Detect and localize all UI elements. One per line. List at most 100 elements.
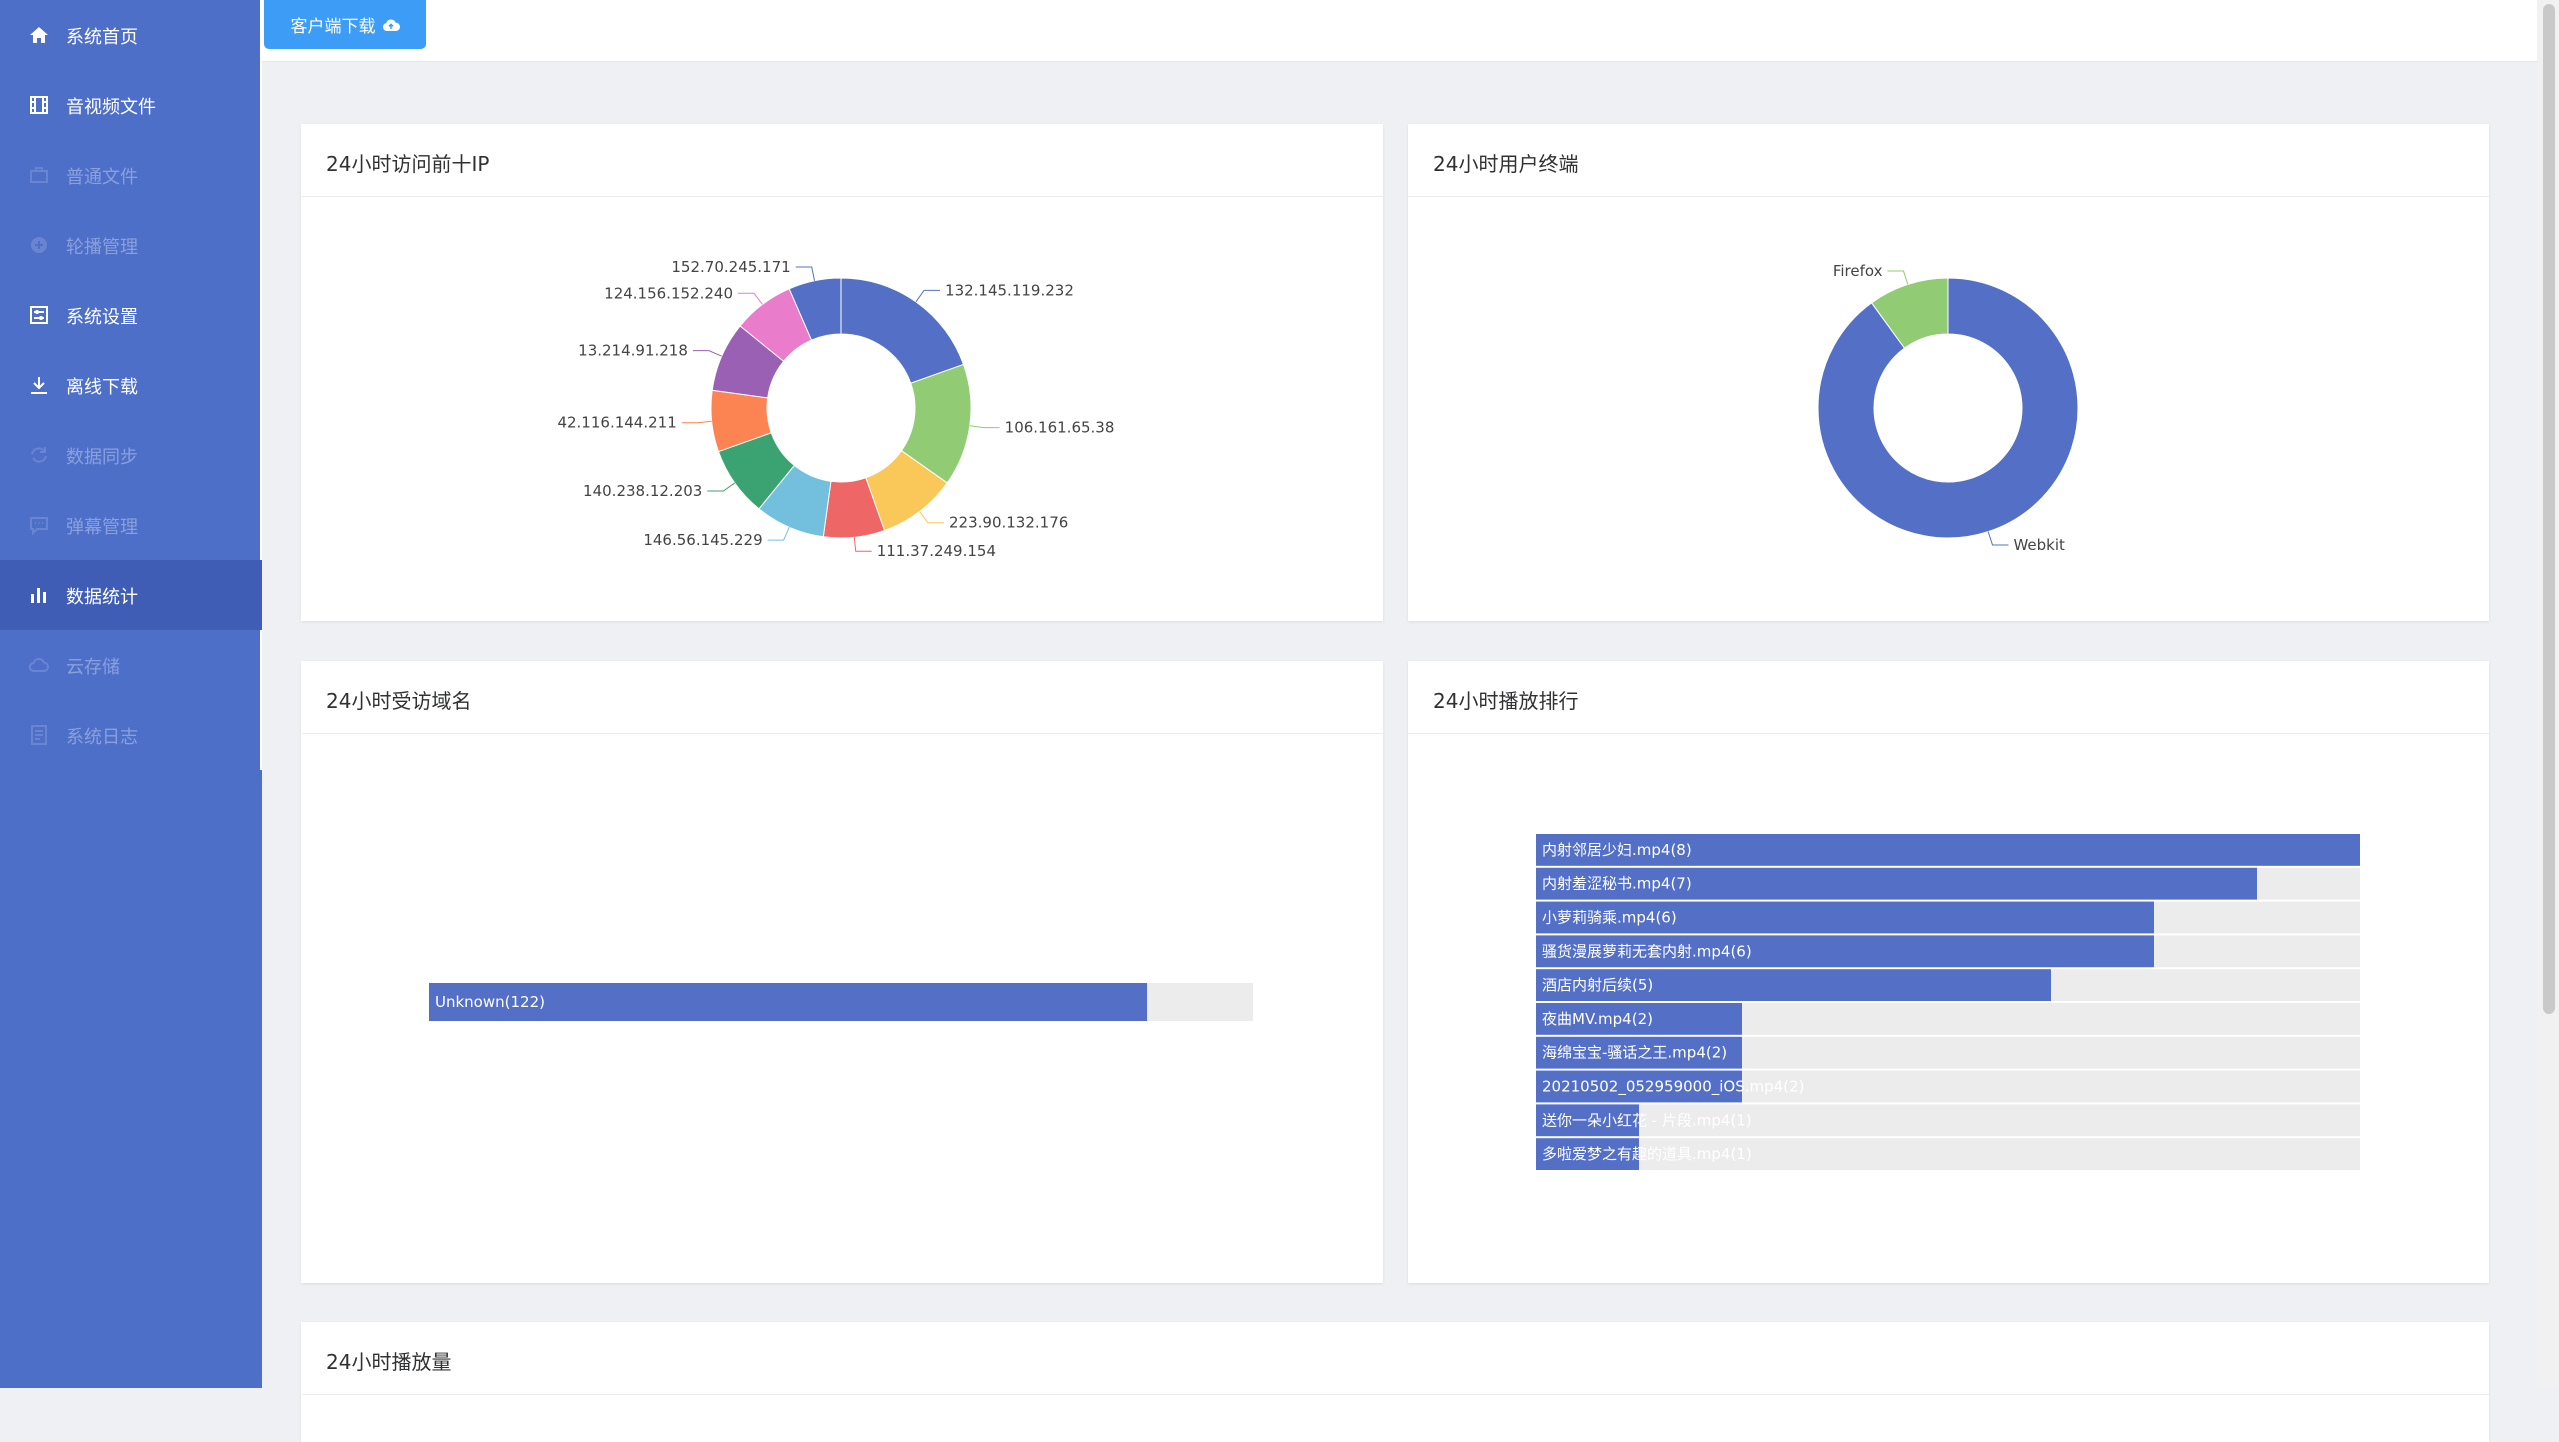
sidebar-item-label: 离线下载: [66, 377, 138, 398]
pie-leader-line: [707, 482, 736, 492]
terminals-card: 24小时用户终端 Webkit Firefox: [1408, 124, 2489, 621]
bar-label: 海绵宝宝-骚话之王.mp4(2): [1542, 1044, 1727, 1062]
sidebar-item-cloud[interactable]: 云存储: [0, 630, 262, 700]
pie-label: Webkit: [2013, 536, 2065, 554]
sidebar-item-home[interactable]: 系统首页: [0, 0, 262, 70]
sidebar: 系统首页音视频文件普通文件轮播管理系统设置离线下载数据同步弹幕管理数据统计云存储…: [0, 0, 262, 1388]
pie-slice[interactable]: [1817, 277, 2079, 539]
pie-label: 140.238.12.203: [583, 482, 702, 500]
sidebar-item-briefcase[interactable]: 普通文件: [0, 140, 262, 210]
card-title: 24小时受访域名: [326, 689, 472, 713]
pie-leader-line: [795, 266, 816, 281]
bar-label: 送你一朵小红花 - 片段.mp4(1): [1542, 1111, 1752, 1129]
terminals-donut-chart: Webkit Firefox: [1817, 262, 2079, 554]
card-title: 24小时访问前十IP: [326, 152, 490, 176]
card-header: 24小时访问前十IP: [301, 124, 1383, 197]
sidebar-item-label: 轮播管理: [66, 237, 138, 258]
bar-label: 20210502_052959000_iOS.mp4(2): [1542, 1078, 1804, 1097]
sidebar-item-label: 系统首页: [66, 27, 138, 48]
card-title: 24小时播放量: [326, 1350, 452, 1374]
card-header: 24小时播放量: [301, 1322, 2489, 1395]
cloud-icon: [28, 658, 49, 672]
sidebar-item-label: 云存储: [66, 657, 120, 678]
pie-label: Firefox: [1833, 262, 1883, 280]
play-rank-bar-chart: 内射邻居少妇.mp4(8) 内射羞涩秘书.mp4(7) 小萝莉骑乘.mp4(6) 骚货…: [1536, 834, 2360, 1170]
page-scrollbar-thumb[interactable]: [2543, 4, 2555, 1014]
bar-label: 酒店内射后续(5): [1542, 976, 1653, 994]
pie-leader-line: [1887, 270, 1909, 285]
card-title: 24小时用户终端: [1433, 152, 1579, 176]
sidebar-item-label: 普通文件: [66, 167, 138, 188]
bar[interactable]: [1536, 867, 2257, 900]
bar[interactable]: [1536, 901, 2154, 934]
bar[interactable]: [1536, 1070, 1742, 1103]
sidebar-item-download[interactable]: 离线下载: [0, 350, 262, 420]
bar[interactable]: [429, 983, 1148, 1021]
briefcase-icon: [30, 167, 48, 183]
bar-label: 内射羞涩秘书.mp4(7): [1542, 875, 1692, 893]
pie-label: 124.156.152.240: [604, 284, 733, 302]
document-icon: [31, 725, 47, 745]
sidebar-item-label: 系统设置: [66, 307, 138, 328]
bar[interactable]: [1536, 935, 2154, 968]
bar-label: Unknown(122): [435, 993, 545, 1011]
sidebar-item-film[interactable]: 音视频文件: [0, 70, 262, 140]
bar[interactable]: [1536, 834, 2360, 866]
plus-circle-icon: [31, 237, 47, 253]
pie-label: 13.214.91.218: [578, 342, 688, 360]
bar[interactable]: [1536, 969, 2051, 1001]
card-header: 24小时播放排行: [1408, 661, 2489, 734]
bar-label: 内射邻居少妇.mp4(8): [1542, 841, 1692, 859]
play-rank-card: 24小时播放排行 内射邻居少妇.mp4(8) 内射羞涩秘书.mp4(7) 小萝莉骑乘…: [1408, 661, 2489, 1283]
sidebar-item-label: 数据同步: [66, 447, 138, 468]
pie-slice[interactable]: [788, 277, 842, 341]
pie-leader-line: [969, 425, 1000, 429]
pie-label: 146.56.145.229: [643, 531, 762, 549]
settings-panel-icon: [30, 306, 48, 324]
play-volume-card: 24小时播放量: [301, 1322, 2489, 1442]
bar-background: [1536, 1138, 2360, 1170]
client-download-label: 客户端下载: [290, 17, 376, 37]
pie-leader-line: [681, 420, 712, 424]
top-bar: 客户端下载: [262, 0, 2537, 62]
client-download-button[interactable]: 客户端下载: [264, 0, 426, 49]
film-icon: [30, 96, 48, 114]
pie-leader-line: [737, 292, 763, 305]
domains-bar-chart: Unknown(122): [429, 983, 1253, 1021]
pie-leader-line: [915, 289, 941, 303]
pie-slice[interactable]: [1870, 277, 1949, 349]
sidebar-item-label: 弹幕管理: [66, 517, 138, 538]
card-header: 24小时用户终端: [1408, 124, 2489, 197]
sidebar-edge: [260, 0, 262, 770]
pie-label: 132.145.119.232: [945, 281, 1074, 299]
sidebar-item-label: 音视频文件: [66, 97, 156, 118]
pie-label: 223.90.132.176: [949, 514, 1068, 532]
card-title: 24小时播放排行: [1433, 689, 1579, 713]
pie-label: 111.37.249.154: [877, 542, 996, 560]
pie-leader-line: [767, 527, 790, 541]
top-ip-donut-chart: 132.145.119.232 106.161.65.38 223.90.132.1…: [557, 258, 1115, 560]
bar[interactable]: [1536, 1104, 1639, 1137]
bar-label: 骚货漫展萝莉无套内射.mp4(6): [1542, 942, 1752, 960]
card-header: 24小时受访域名: [301, 661, 1383, 734]
bar[interactable]: [1536, 1138, 1639, 1170]
sidebar-item-bar-chart[interactable]: 数据统计: [0, 560, 262, 630]
bar[interactable]: [1536, 1036, 1742, 1069]
sidebar-item-sync[interactable]: 数据同步: [0, 420, 262, 490]
sync-icon: [31, 447, 47, 463]
bar-label: 多啦爱梦之有趣的道具.mp4(1): [1542, 1145, 1752, 1163]
sidebar-item-comment[interactable]: 弹幕管理: [0, 490, 262, 560]
pie-label: 106.161.65.38: [1005, 419, 1115, 437]
sidebar-item-plus-circle[interactable]: 轮播管理: [0, 210, 262, 280]
cloud-upload-icon: [382, 19, 400, 31]
sidebar-item-label: 系统日志: [66, 727, 138, 748]
bar-label: 夜曲MV.mp4(2): [1542, 1010, 1653, 1028]
sidebar-item-label: 数据统计: [66, 587, 138, 608]
bar[interactable]: [1536, 1003, 1742, 1035]
pie-leader-line: [1987, 531, 2009, 546]
pie-label: 152.70.245.171: [671, 258, 790, 276]
sidebar-item-document[interactable]: 系统日志: [0, 700, 262, 770]
pie-label: 42.116.144.211: [557, 414, 676, 432]
bar-background: [1536, 1104, 2360, 1137]
sidebar-item-settings-panel[interactable]: 系统设置: [0, 280, 262, 350]
